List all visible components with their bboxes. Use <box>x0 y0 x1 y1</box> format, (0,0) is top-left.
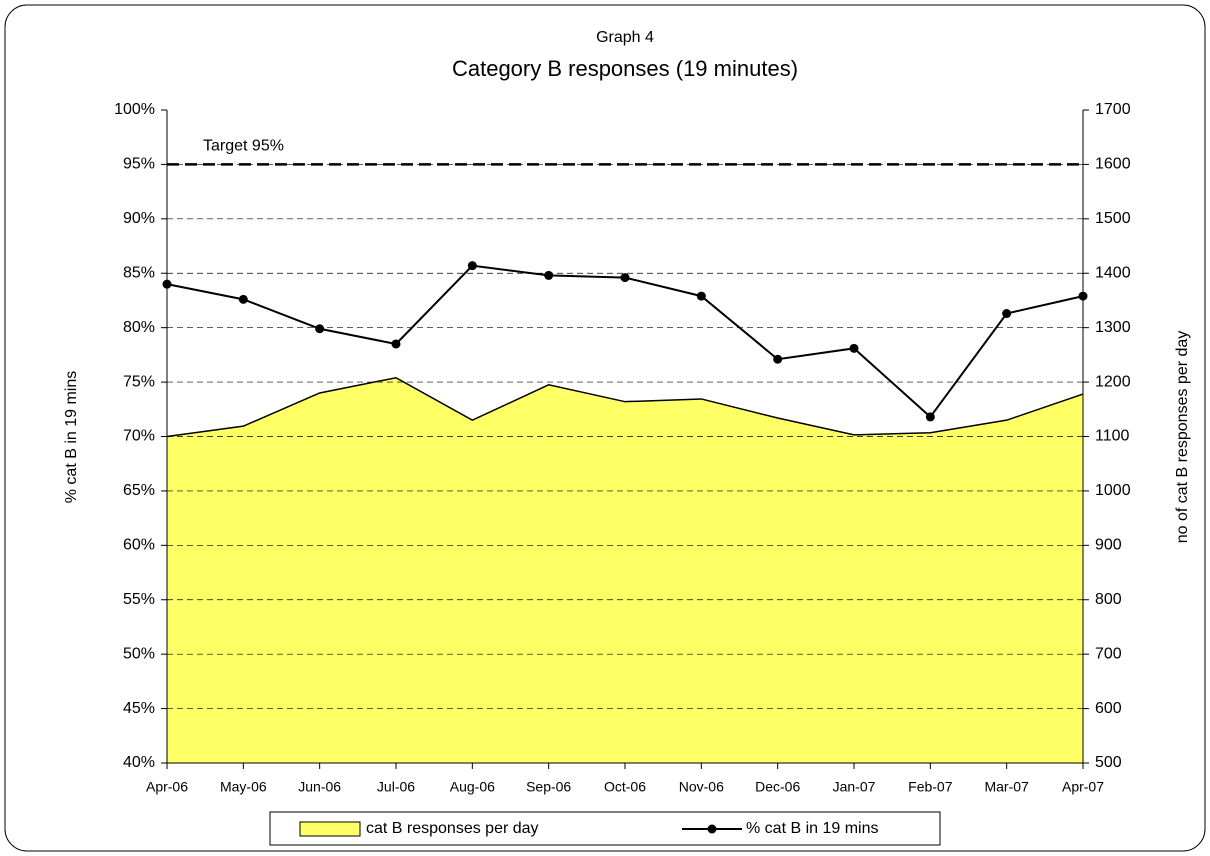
y2-tick-label: 900 <box>1095 537 1122 554</box>
x-tick-label: May-06 <box>220 779 267 795</box>
x-tick-label: Aug-06 <box>450 779 495 795</box>
y-tick-label: 95% <box>123 156 155 173</box>
x-tick-label: Jul-06 <box>377 779 415 795</box>
x-tick-label: Nov-06 <box>679 779 724 795</box>
area <box>167 377 1083 763</box>
x-tick-label: Mar-07 <box>984 779 1029 795</box>
y-tick-label: 50% <box>123 645 155 662</box>
y-tick-label: 40% <box>123 754 155 771</box>
marker <box>773 354 783 364</box>
x-tick-label: Jan-07 <box>833 779 876 795</box>
marker <box>620 273 630 283</box>
marker <box>925 412 935 422</box>
y2-tick-label: 1200 <box>1095 373 1131 390</box>
y-tick-label: 80% <box>123 319 155 336</box>
legend-marker <box>707 824 717 834</box>
marker <box>391 339 401 349</box>
y2-tick-label: 1300 <box>1095 319 1131 336</box>
marker <box>315 324 325 334</box>
y2-tick-label: 1600 <box>1095 156 1131 173</box>
y2-tick-label: 1000 <box>1095 482 1131 499</box>
legend-swatch <box>299 821 361 837</box>
y2-tick-label: 500 <box>1095 754 1122 771</box>
marker <box>696 291 706 301</box>
y-tick-label: 90% <box>123 210 155 227</box>
y2-tick-label: 1700 <box>1095 101 1131 118</box>
y2-tick-label: 1100 <box>1095 428 1130 445</box>
y-tick-label: 100% <box>114 101 155 118</box>
y-tick-label: 55% <box>123 591 155 608</box>
x-tick-label: Apr-07 <box>1062 779 1104 795</box>
area-outline <box>166 376 1084 438</box>
x-tick-label: Dec-06 <box>755 779 800 795</box>
y2-tick-label: 1500 <box>1095 210 1131 227</box>
y2-tick-label: 1400 <box>1095 264 1131 281</box>
marker <box>1078 291 1088 301</box>
marker <box>162 279 172 289</box>
marker <box>238 294 248 304</box>
y2-axis-label: no of cat B responses per day <box>1174 331 1191 544</box>
x-tick-label: Apr-06 <box>146 779 188 795</box>
legend-label: % cat B in 19 mins <box>746 820 879 837</box>
marker <box>544 270 554 280</box>
y-tick-label: 85% <box>123 264 155 281</box>
y2-tick-label: 600 <box>1095 700 1122 717</box>
y-axis-label: % cat B in 19 mins <box>63 371 80 504</box>
y-tick-label: 75% <box>123 373 155 390</box>
y2-tick-label: 800 <box>1095 591 1122 608</box>
y-tick-label: 45% <box>123 700 155 717</box>
y-tick-label: 60% <box>123 537 155 554</box>
y-tick-label: 65% <box>123 482 155 499</box>
marker <box>467 261 477 271</box>
chart-title: Category B responses (19 minutes) <box>452 56 798 81</box>
x-tick-label: Oct-06 <box>604 779 646 795</box>
marker <box>849 343 859 353</box>
chart-subtitle: Graph 4 <box>596 29 654 46</box>
x-tick-label: Feb-07 <box>908 779 953 795</box>
x-tick-label: Sep-06 <box>526 779 571 795</box>
x-tick-label: Jun-06 <box>298 779 341 795</box>
y-tick-label: 70% <box>123 428 155 445</box>
legend-label: cat B responses per day <box>366 820 539 837</box>
y2-tick-label: 700 <box>1095 645 1122 662</box>
marker <box>1002 309 1012 319</box>
target-label: Target 95% <box>203 138 284 155</box>
legend-box <box>269 811 941 846</box>
